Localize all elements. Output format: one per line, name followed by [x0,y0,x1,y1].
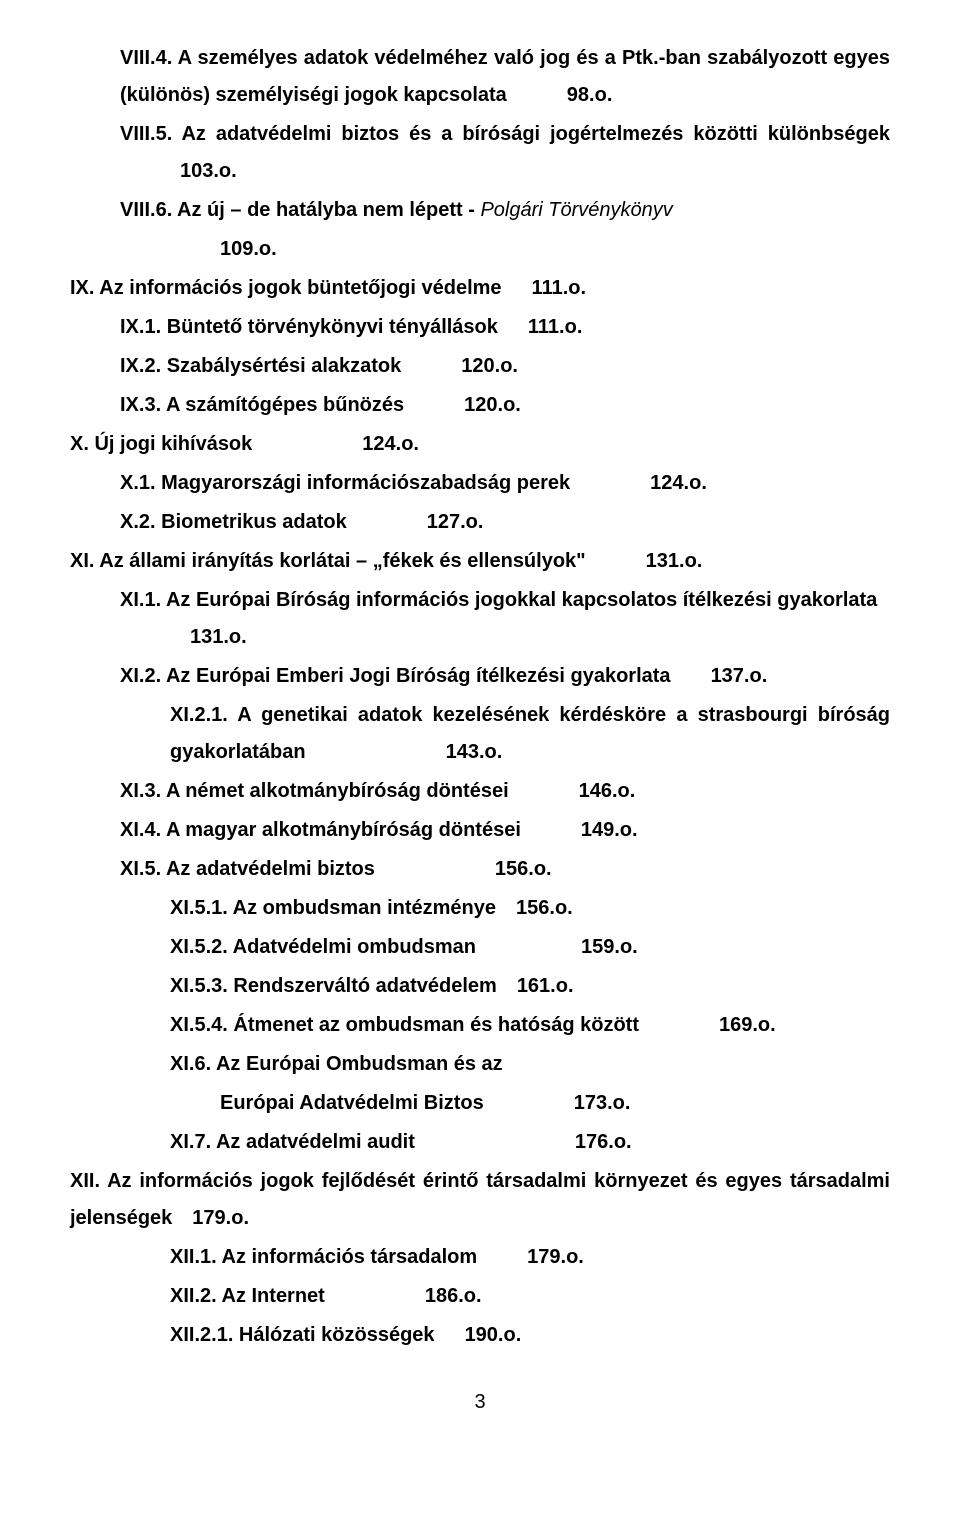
toc-text: 127.o. [427,511,484,533]
toc-text: 131.o. [190,626,247,648]
toc-text: XII.2. Az Internet [170,1285,325,1307]
toc-text: 143.o. [446,741,503,763]
toc-text: XI.3. A német alkotmánybíróság döntései [120,780,509,802]
toc-entry: X. Új jogi kihívások 124.o. [70,426,890,463]
toc-text: XI.6. Az Európai Ombudsman és az [170,1053,503,1075]
toc-text: 111.o. [532,277,587,299]
toc-text: XI.5.2. Adatvédelmi ombudsman [170,936,476,958]
toc-entry: XII.2. Az Internet 186.o. [70,1278,890,1315]
toc-entry: IX.2. Szabálysértési alakzatok 120.o. [70,348,890,385]
toc-text: IX.3. A számítógépes bűnözés [120,394,404,416]
toc-entry: XI.5. Az adatvédelmi biztos 156.o. [70,851,890,888]
toc-text: IX.2. Szabálysértési alakzatok [120,355,401,377]
toc-entry: VIII.4. A személyes adatok védelméhez va… [70,40,890,114]
toc-entry: XI.5.1. Az ombudsman intézménye 156.o. [70,890,890,927]
toc-text: 176.o. [575,1131,632,1153]
toc-entry: XI.6. Az Európai Ombudsman és az [70,1046,890,1083]
toc-text: XI.7. Az adatvédelmi audit [170,1131,415,1153]
toc-entry: XI.5.3. Rendszerváltó adatvédelem 161.o. [70,968,890,1005]
toc-text: XII.2.1. Hálózati közösségek [170,1324,435,1346]
toc-text: VIII.5. Az adatvédelmi biztos és a bírós… [120,123,890,145]
toc-text: 186.o. [425,1285,482,1307]
toc-text: 137.o. [711,665,768,687]
toc-entry: XII.1. Az információs társadalom 179.o. [70,1239,890,1276]
toc-text: XII.1. Az információs társadalom [170,1246,477,1268]
toc-text: X.2. Biometrikus adatok [120,511,347,533]
toc-entry: VIII.5. Az adatvédelmi biztos és a bírós… [70,116,890,190]
toc-text: 149.o. [581,819,638,841]
toc-entry: XI.2. Az Európai Emberi Jogi Bíróság íté… [70,658,890,695]
toc-entry: XI.5.2. Adatvédelmi ombudsman 159.o. [70,929,890,966]
toc-text: XI.2.1. A genetikai adatok kezelésének k… [170,704,890,763]
toc-text: XI.1. Az Európai Bíróság információs jog… [120,589,877,611]
toc-entry: XI.4. A magyar alkotmánybíróság döntései… [70,812,890,849]
toc-text: 156.o. [516,897,573,919]
toc-text: 120.o. [464,394,521,416]
toc-text: X. Új jogi kihívások [70,433,252,455]
toc-text: VIII.4. A személyes adatok védelméhez va… [120,47,890,106]
toc-content: VIII.4. A személyes adatok védelméhez va… [70,40,890,1354]
toc-text: 103.o. [180,160,237,182]
toc-text: Európai Adatvédelmi Biztos [220,1092,484,1114]
toc-entry: XI.5.4. Átmenet az ombudsman és hatóság … [70,1007,890,1044]
toc-text: 159.o. [581,936,638,958]
toc-entry: XII.2.1. Hálózati közösségek 190.o. [70,1317,890,1354]
toc-entry: IX.3. A számítógépes bűnözés 120.o. [70,387,890,424]
toc-text: 111.o. [528,316,583,338]
toc-entry: X.2. Biometrikus adatok 127.o. [70,504,890,541]
toc-text: 109.o. [220,238,277,260]
toc-text: X.1. Magyarországi információszabadság p… [120,472,570,494]
toc-text: XI.5. Az adatvédelmi biztos [120,858,375,880]
toc-text: 161.o. [517,975,574,997]
toc-entry: XII. Az információs jogok fejlődését éri… [70,1163,890,1237]
toc-text: Polgári Törvénykönyv [480,199,672,221]
toc-text: XI.5.4. Átmenet az ombudsman és hatóság … [170,1014,639,1036]
toc-entry: 109.o. [70,231,890,268]
toc-text: XI.4. A magyar alkotmánybíróság döntései [120,819,521,841]
toc-entry: IX. Az információs jogok büntetőjogi véd… [70,270,890,307]
toc-entry: XI.2.1. A genetikai adatok kezelésének k… [70,697,890,771]
toc-text: 179.o. [527,1246,584,1268]
toc-text: XI. Az állami irányítás korlátai – „féke… [70,550,586,572]
toc-entry: IX.1. Büntető törvénykönyvi tényállások 1… [70,309,890,346]
toc-entry: Európai Adatvédelmi Biztos 173.o. [70,1085,890,1122]
toc-entry: XI. Az állami irányítás korlátai – „féke… [70,543,890,580]
toc-text: 173.o. [574,1092,631,1114]
toc-text: 146.o. [579,780,636,802]
toc-text: IX. Az információs jogok büntetőjogi véd… [70,277,502,299]
toc-text: 124.o. [650,472,707,494]
toc-text: 98.o. [567,84,613,106]
toc-text: 156.o. [495,858,552,880]
page-number: 3 [70,1384,890,1421]
toc-text: 124.o. [362,433,419,455]
toc-text: 190.o. [465,1324,522,1346]
toc-text: IX.1. Büntető törvénykönyvi tényállások [120,316,498,338]
toc-text: 120.o. [461,355,518,377]
toc-text: 179.o. [192,1207,249,1229]
toc-text: VIII.6. Az új – de hatályba nem lépett - [120,199,480,221]
toc-text: XI.2. Az Európai Emberi Jogi Bíróság íté… [120,665,671,687]
toc-entry: XI.3. A német alkotmánybíróság döntései 1… [70,773,890,810]
toc-text: XI.5.1. Az ombudsman intézménye [170,897,496,919]
toc-entry: XI.1. Az Európai Bíróság információs jog… [70,582,890,656]
toc-text: XI.5.3. Rendszerváltó adatvédelem [170,975,497,997]
toc-entry: XI.7. Az adatvédelmi audit 176.o. [70,1124,890,1161]
toc-entry: VIII.6. Az új – de hatályba nem lépett -… [70,192,890,229]
toc-entry: X.1. Magyarországi információszabadság p… [70,465,890,502]
toc-text: 131.o. [646,550,703,572]
toc-text: 169.o. [719,1014,776,1036]
